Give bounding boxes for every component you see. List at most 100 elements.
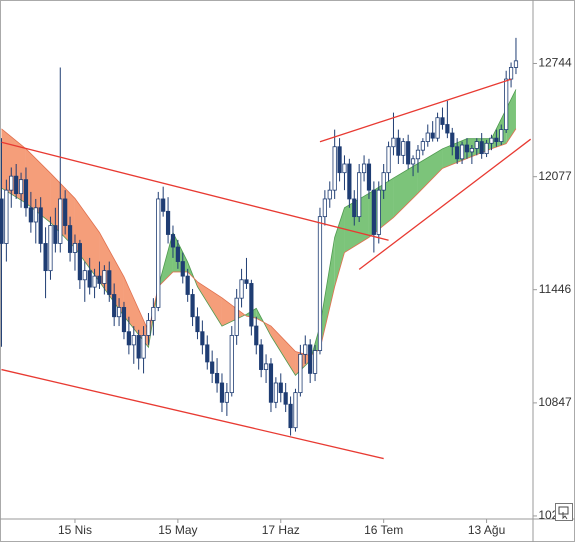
candle-body [401, 141, 406, 156]
candle-body [210, 361, 215, 374]
candle-body [63, 198, 68, 226]
candle-body [327, 189, 332, 200]
candle-body [254, 325, 259, 346]
candle-body [337, 146, 342, 174]
candle-body [136, 335, 141, 359]
cloud-fill [334, 207, 345, 287]
y-tick-label: 12077 [538, 169, 572, 183]
candle-body [0, 198, 4, 244]
candle-body [312, 350, 318, 374]
candle-body [455, 146, 460, 160]
candle-body [170, 234, 176, 248]
candle-body [151, 307, 156, 321]
candle-body [219, 382, 225, 403]
cloud-fill [197, 281, 222, 327]
cloud-fill [74, 198, 100, 282]
candle-body [263, 363, 269, 370]
candle-body [33, 207, 38, 223]
candle-body [23, 179, 29, 209]
candle-body [141, 335, 146, 359]
candle-body [165, 210, 171, 235]
candle-body [322, 198, 327, 218]
x-tick-label: 16 Tem [364, 523, 403, 537]
candle-body [4, 189, 9, 244]
candle-body [107, 270, 112, 295]
x-tick-label: 13 Ağu [468, 523, 505, 537]
icon-box [555, 503, 573, 521]
candle-body [38, 207, 43, 244]
x-tick-label: 15 May [158, 523, 197, 537]
candle-body [14, 175, 19, 195]
candle-body [53, 225, 58, 244]
candle-body [121, 307, 127, 333]
candle-body [450, 132, 455, 148]
candle-body [469, 148, 474, 153]
candle-body [48, 225, 53, 272]
candle-body [303, 344, 308, 355]
candle-body [146, 320, 151, 336]
candle-body [479, 141, 484, 155]
candle-body [229, 335, 234, 394]
candle-body [92, 275, 97, 288]
candle-body [234, 297, 239, 336]
candle-body [18, 179, 24, 195]
candle-body [102, 270, 107, 284]
trendline [358, 138, 532, 270]
candle-body [352, 198, 357, 218]
candle-body [259, 344, 264, 370]
candle-body [293, 392, 298, 429]
candle-body [273, 382, 278, 403]
cloud-fill [123, 276, 149, 348]
candle-body [283, 392, 288, 405]
candle-body [513, 60, 519, 68]
x-tick-label: 15 Nis [58, 523, 92, 537]
y-tick-label: 11446 [539, 282, 572, 296]
candle-body [58, 198, 63, 244]
candle-body [435, 117, 440, 139]
candle-body [185, 275, 190, 295]
candle-body [376, 189, 381, 235]
candle-body [239, 279, 244, 299]
candle-body [175, 246, 180, 262]
candle-body [72, 243, 78, 253]
candle-body [200, 331, 205, 346]
cloud-fill [99, 232, 124, 317]
icon-cursor [562, 512, 568, 520]
candle-body [347, 163, 352, 200]
candle-body [366, 163, 372, 191]
settings-icon[interactable] [555, 503, 573, 521]
cloud-fill [221, 297, 245, 327]
candle-body [156, 198, 161, 308]
candle-body [298, 353, 303, 394]
candle-body [396, 137, 401, 156]
candle-body [244, 279, 249, 284]
candle-body [249, 283, 254, 327]
trendline [1, 368, 384, 460]
candle-body [489, 137, 494, 144]
candle-body [406, 141, 411, 165]
candle-body [131, 335, 136, 346]
candle-body [474, 141, 479, 149]
candle-body [28, 207, 33, 223]
candle-body [190, 294, 195, 318]
candle-body [371, 189, 376, 235]
cloud-fill [506, 89, 516, 144]
candle-body [9, 175, 14, 191]
candle-body [214, 372, 220, 384]
candle-body [484, 142, 489, 155]
candle-body [415, 149, 421, 160]
candle-body [342, 163, 347, 174]
candle-body [381, 172, 386, 191]
candle-body [82, 270, 87, 281]
trendline [319, 78, 512, 143]
cloud-fill [270, 326, 296, 376]
candle-body [112, 294, 117, 318]
candle-body [459, 144, 465, 160]
candle-body [97, 275, 102, 284]
x-tick-label: 17 Haz [262, 523, 300, 537]
candle-body [268, 363, 274, 403]
y-tick-label: 10847 [538, 395, 572, 409]
candle-body [43, 243, 48, 272]
